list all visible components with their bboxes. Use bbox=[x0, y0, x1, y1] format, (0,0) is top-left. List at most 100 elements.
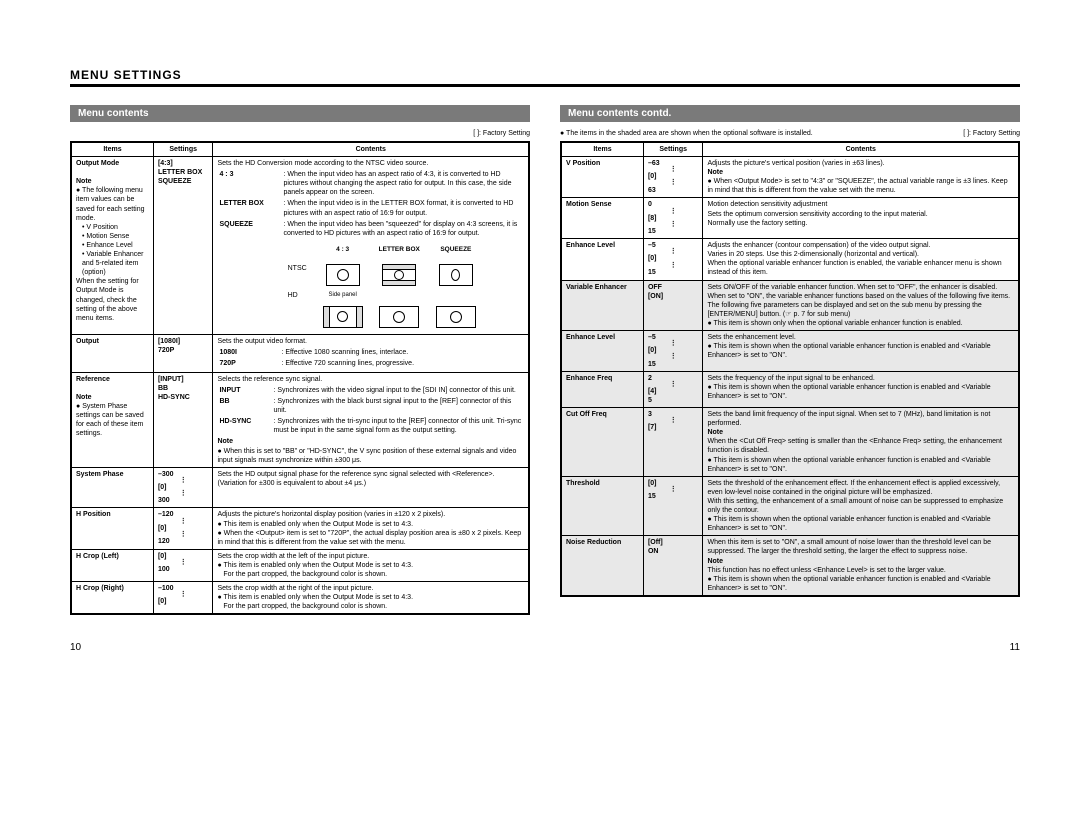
s-bot: 15 bbox=[648, 228, 656, 235]
row-h-position: H Position –120 ⋮ [0] ⋮ 120 Adjusts the … bbox=[71, 508, 529, 549]
txt: : Synchronizes with the video signal inp… bbox=[273, 386, 522, 395]
s-mid: [0] bbox=[158, 525, 167, 532]
txt-sq: : When the input video has been "squeeze… bbox=[283, 220, 522, 238]
lbl: BB bbox=[219, 397, 271, 415]
c2: Sets the optimum conversion sensitivity … bbox=[707, 211, 927, 218]
c2: This item is shown when the optional var… bbox=[707, 576, 990, 592]
diag-box-hd-43 bbox=[323, 306, 363, 328]
content-intro: Sets the output video format. bbox=[217, 338, 307, 345]
s-mid: [0] bbox=[648, 173, 657, 180]
c3: For the part cropped, the background col… bbox=[223, 571, 387, 578]
diag-h2: LETTER BOX bbox=[379, 246, 420, 256]
item-variable-enhancer: Variable Enhancer bbox=[561, 280, 643, 330]
note-body: The following menu item values can be sa… bbox=[76, 187, 145, 221]
txt: : Effective 720 scanning lines, progress… bbox=[281, 359, 414, 368]
c1: Motion detection sensitivity adjustment bbox=[707, 201, 827, 208]
c2: Varies in 20 steps. Use this 2-dimension… bbox=[707, 251, 919, 258]
s-top: –63 bbox=[648, 160, 660, 167]
s-mid: [4] bbox=[648, 388, 657, 395]
item-h-crop-right: H Crop (Right) bbox=[71, 582, 153, 615]
s-bot: [0] bbox=[158, 598, 167, 605]
s-top: –5 bbox=[648, 242, 656, 249]
page-number-right: 11 bbox=[1010, 642, 1020, 653]
diag-box-ntsc-lb bbox=[382, 264, 416, 286]
s-top: 2 bbox=[648, 375, 652, 382]
txt-lb: : When the input video is in the LETTER … bbox=[283, 199, 522, 217]
item-system-phase: System Phase bbox=[71, 467, 153, 508]
note-title: Note bbox=[217, 438, 233, 445]
note-li: V Position bbox=[82, 223, 149, 232]
lbl: 720P bbox=[219, 359, 279, 368]
txt: : Effective 1080 scanning lines, interla… bbox=[281, 348, 414, 357]
col-settings: Settings bbox=[643, 142, 703, 157]
txt-43: : When the input video has an aspect rat… bbox=[283, 170, 522, 197]
c1: Sets ON/OFF of the variable enhancer fun… bbox=[707, 284, 1010, 300]
row-enhance-level: Enhance Level –5 ⋮ [0] ⋮ 15 Adjusts the … bbox=[561, 239, 1019, 280]
lbl: 1080I bbox=[219, 348, 279, 357]
diag-box-hd-lb bbox=[379, 306, 419, 328]
content: Sets the HD output signal phase for the … bbox=[213, 467, 529, 508]
lbl-lb: LETTER BOX bbox=[219, 199, 281, 217]
note-title: Note bbox=[707, 429, 723, 436]
c2: This item is shown when the optional var… bbox=[707, 457, 990, 473]
note-foot: When the setting for Output Mode is chan… bbox=[76, 278, 139, 321]
content-intro: Sets the HD Conversion mode according to… bbox=[217, 160, 428, 167]
note-body: System Phase settings can be saved for e… bbox=[76, 403, 144, 437]
diag-box-hd-sq bbox=[436, 306, 476, 328]
factory-setting-label-right: [ ]: Factory Setting bbox=[963, 130, 1020, 137]
s-bot: 5 bbox=[648, 397, 652, 404]
note-li: Motion Sense bbox=[82, 232, 149, 241]
c3: This item is shown when the optional var… bbox=[707, 516, 990, 532]
item-output-mode: Output Mode bbox=[76, 160, 119, 167]
c1: Adjusts the picture's vertical position … bbox=[707, 160, 884, 167]
txt: : Synchronizes with the black burst sign… bbox=[273, 397, 522, 415]
row-variable-enhancer: Variable Enhancer OFF [ON] Sets ON/OFF o… bbox=[561, 280, 1019, 330]
section-bar-right: Menu contents contd. bbox=[560, 105, 1020, 122]
row-enhance-level-2: Enhance Level –5 ⋮ [0] ⋮ 15 Sets the enh… bbox=[561, 330, 1019, 371]
s-mid: [0] bbox=[158, 484, 167, 491]
lbl-43: 4 : 3 bbox=[219, 170, 281, 197]
row-noise-reduction: Noise Reduction [Off] ON When this item … bbox=[561, 536, 1019, 596]
c1: Adjusts the picture's horizontal display… bbox=[217, 511, 445, 518]
settings-noise-reduction: [Off] ON bbox=[643, 536, 703, 596]
s-bot: 300 bbox=[158, 497, 170, 504]
c2: This item is enabled only when the Outpu… bbox=[224, 521, 414, 528]
row-h-crop-left: H Crop (Left) [0] ⋮ 100 Sets the crop wi… bbox=[71, 549, 529, 581]
c1: Sets the crop width at the right of the … bbox=[217, 585, 373, 592]
c2: This item is shown when the optional var… bbox=[707, 384, 990, 400]
c1: Sets the threshold of the enhancement ef… bbox=[707, 480, 1000, 496]
menu-table-right: Items Settings Contents V Position –63 ⋮… bbox=[560, 141, 1020, 597]
note-title: Note bbox=[707, 169, 723, 176]
page-right: Menu contents contd. ● The items in the … bbox=[560, 105, 1020, 615]
c2: With this setting, the enhancement of a … bbox=[707, 498, 1003, 514]
item-threshold: Threshold bbox=[561, 476, 643, 536]
row-cutoff-freq: Cut Off Freq 3 ⋮ [7] Sets the band limit… bbox=[561, 408, 1019, 477]
row-output-mode: Output Mode Note ● The following menu it… bbox=[71, 157, 529, 335]
s-mid: [0] bbox=[648, 347, 657, 354]
s-bot: 15 bbox=[648, 361, 656, 368]
lbl: HD-SYNC bbox=[219, 417, 271, 435]
s-top: –5 bbox=[648, 334, 656, 341]
main-title: MENU SETTINGS bbox=[70, 68, 1020, 82]
c3: This item is shown only when the optiona… bbox=[714, 320, 963, 327]
diag-h3: SQUEEZE bbox=[440, 246, 471, 256]
section-bar-left: Menu contents bbox=[70, 105, 530, 122]
note-body: This function has no effect unless <Enha… bbox=[707, 567, 945, 574]
settings-output: [1080I] 720P bbox=[153, 334, 213, 372]
row-system-phase: System Phase –300 ⋮ [0] ⋮ 300 Sets the H… bbox=[71, 467, 529, 508]
s-bot: 120 bbox=[158, 538, 170, 545]
diag-ntsc-label: NTSC bbox=[288, 264, 307, 273]
col-settings: Settings bbox=[153, 142, 213, 157]
item-h-position: H Position bbox=[71, 508, 153, 549]
settings-reference: [INPUT] BB HD-SYNC bbox=[153, 372, 213, 467]
note-body: When this is set to "BB" or "HD-SYNC", t… bbox=[217, 448, 516, 464]
s-bot: 15 bbox=[648, 269, 656, 276]
note-body: When <Output Mode> is set to "4:3" or "S… bbox=[707, 178, 1007, 194]
col-items: Items bbox=[71, 142, 153, 157]
c2: This item is enabled only when the Outpu… bbox=[224, 594, 414, 601]
note-title: Note bbox=[707, 558, 723, 565]
item-reference: Reference bbox=[76, 376, 110, 383]
c1: When this item is set to "ON", a small a… bbox=[707, 539, 991, 555]
note-title: Note bbox=[76, 394, 92, 401]
page-number-left: 10 bbox=[70, 642, 81, 653]
